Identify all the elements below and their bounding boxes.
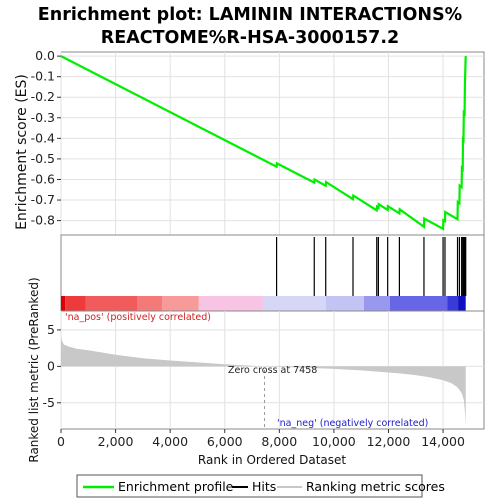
x-tick-label: 8,000 [261,434,297,449]
rank-y-axis-label: Ranked list metric (PreRanked) [27,277,41,462]
color-bar-segment [65,296,86,311]
x-tick-label: 4,000 [152,434,188,449]
enrichment-profile-line [60,55,467,231]
rank-y-ticks: -5 0 5 [43,322,61,410]
color-bar-segment [389,296,448,311]
legend-label-enrichment-profile: Enrichment profile [118,479,234,494]
legend-label-hits: Hits [252,479,276,494]
x-tick-label: 14,000 [421,434,465,449]
color-bar-segment [137,296,162,311]
chart-title-line2: REACTOME%R-HSA-3000157.2 [101,28,399,48]
color-bar-segment [458,296,466,311]
es-y-tick-label: -0.2 [31,89,55,104]
color-bar-segment [262,296,326,311]
es-panel-frame [60,51,485,236]
hit-lines [275,237,467,296]
es-y-tick-label: 0.0 [35,48,55,63]
x-axis-ticks: 0 2,000 4,000 6,000 8,000 10,000 12,000 14,000 [57,429,465,449]
es-y-tick-label: -0.7 [31,192,55,207]
rank-y-tick-label: 5 [47,322,55,337]
es-grid [60,52,484,235]
color-bar-segment [161,296,199,311]
legend-frame [76,474,423,498]
color-bar-segment [325,296,364,311]
es-y-tick-label: -0.6 [31,171,55,186]
negative-correlation-label: 'na_neg' (negatively correlated) [277,418,428,429]
es-y-axis-label: Enrichment score (ES) [14,74,30,230]
color-bar-segment [85,296,138,311]
zero-cross-label: Zero cross at 7458 [228,365,317,376]
x-tick-label: 2,000 [98,434,134,449]
color-bar-segment [447,296,459,311]
x-tick-label: 6,000 [207,434,243,449]
es-y-tick-label: -0.3 [31,110,55,125]
hits-panel [60,234,485,312]
positive-correlation-label: 'na_pos' (positively correlated) [65,312,211,323]
legend-label-ranking-metric: Ranking metric scores [306,479,445,494]
es-y-tick-label: -0.8 [31,213,55,228]
es-y-tick-label: -0.1 [31,69,55,84]
es-y-ticks: 0.0 -0.1 -0.2 -0.3 -0.4 -0.5 -0.6 -0.7 -0.8 [31,48,61,228]
x-tick-label: 10,000 [312,434,356,449]
x-tick-label: 12,000 [367,434,411,449]
rank-y-tick-label: -5 [43,395,55,410]
x-tick-label: 0 [57,434,65,449]
color-bar-segment [363,296,390,311]
rank-y-tick-label: 0 [47,358,55,373]
color-bar-segment [61,296,66,311]
es-y-tick-label: -0.4 [31,130,55,145]
chart-title: Enrichment plot: LAMININ INTERACTIONS% [38,5,462,25]
x-axis-label: Rank in Ordered Dataset [198,453,346,467]
rank-metric-panel: -5 0 5 'na_pos' (positively correlated) Ze… [27,277,485,463]
es-panel: 0.0 -0.1 -0.2 -0.3 -0.4 -0.5 -0.6 -0.7 -0.8 Enri… [14,48,485,236]
ranking-color-bar [61,296,466,311]
legend: Enrichment profile Hits Ranking metric s… [76,474,445,498]
color-bar-segment [198,296,263,311]
es-y-tick-label: -0.5 [31,151,55,166]
